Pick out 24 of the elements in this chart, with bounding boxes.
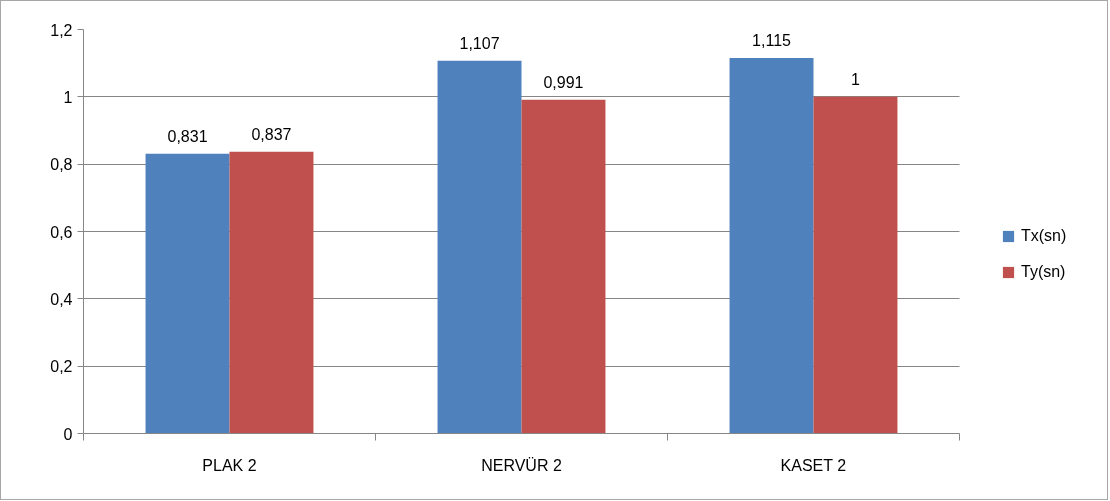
data-label: 0,837 <box>251 125 292 143</box>
legend-label: Tx(sn) <box>1021 227 1067 245</box>
y-tick-label: 0,2 <box>50 358 73 376</box>
y-tick-label: 1,2 <box>50 21 73 39</box>
y-tick-label: 0,4 <box>50 290 73 308</box>
bar <box>813 96 898 434</box>
y-tick-label: 0,6 <box>50 223 73 241</box>
y-tick-label: 0,8 <box>50 156 73 174</box>
x-tick-label: KASET 2 <box>780 456 847 474</box>
bar <box>437 60 522 434</box>
data-label: 1,115 <box>752 32 792 50</box>
data-label: 0,991 <box>543 73 584 91</box>
legend-label: Ty(sn) <box>1021 263 1066 281</box>
data-label: 0,831 <box>167 127 208 145</box>
x-tick-label: PLAK 2 <box>202 456 257 474</box>
data-label: 1 <box>851 70 861 88</box>
data-label: 1,107 <box>459 34 500 52</box>
bar <box>521 99 606 434</box>
x-tick-label: NERVÜR 2 <box>481 456 562 474</box>
bar <box>229 151 314 434</box>
bar <box>145 153 230 434</box>
y-tick-label: 1 <box>63 88 73 106</box>
y-tick-label: 0 <box>63 425 73 443</box>
bar <box>729 58 814 434</box>
